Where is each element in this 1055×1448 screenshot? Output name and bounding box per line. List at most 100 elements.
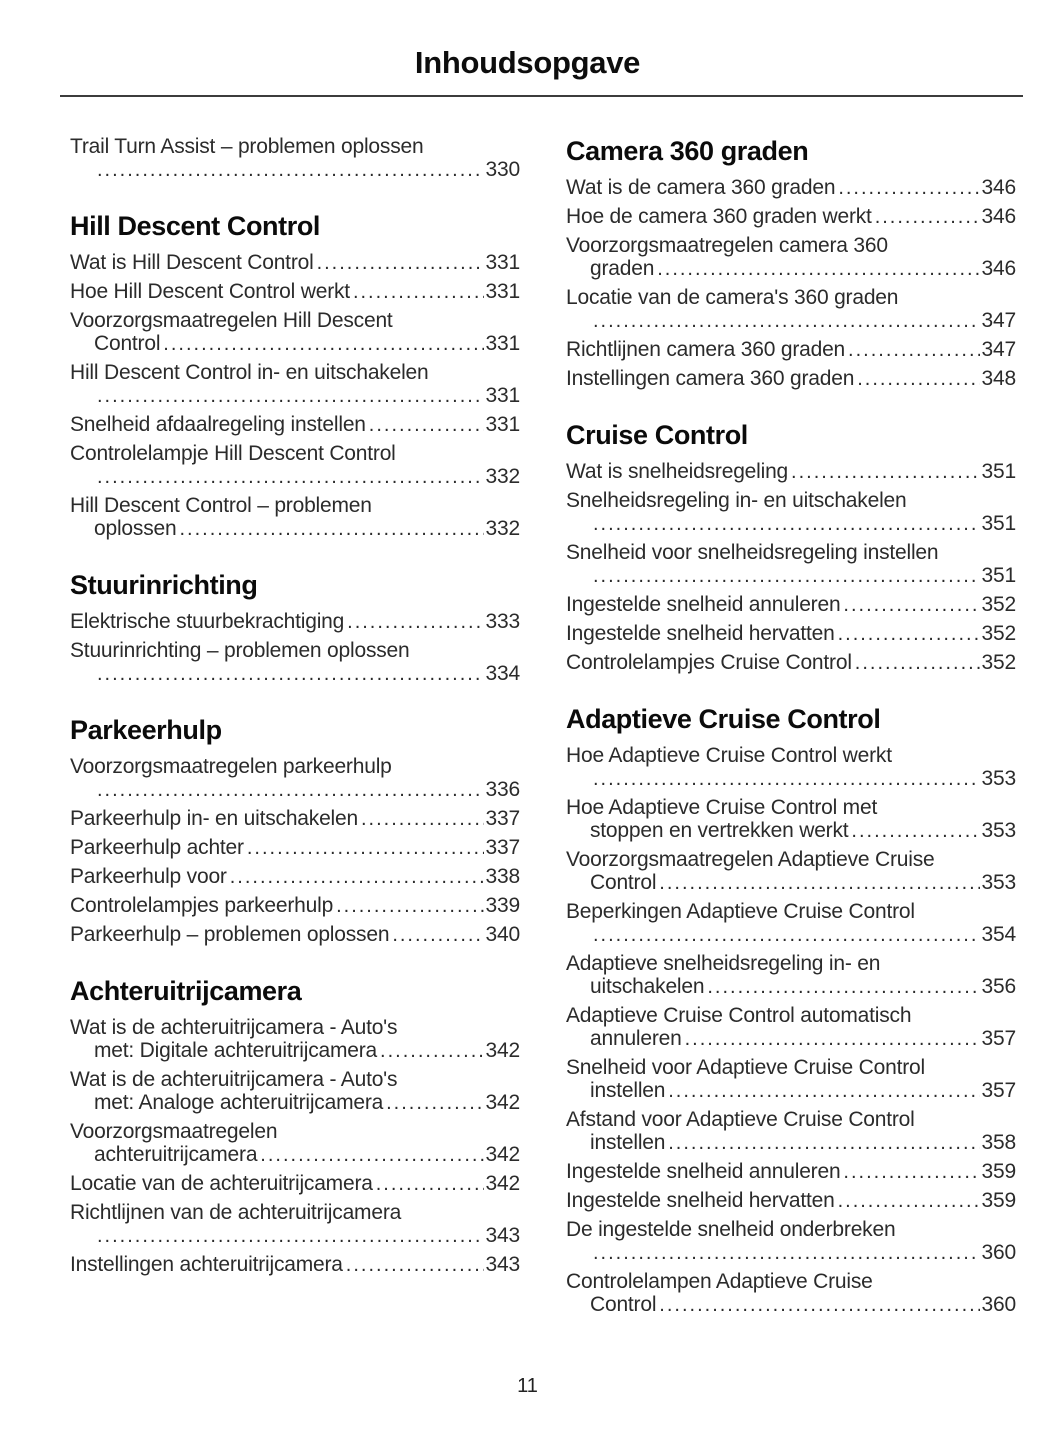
toc-entry: Snelheid afdaalregeling instellen 331 (70, 413, 520, 437)
toc-entry: Hill Descent Control – problemen oplossen… (70, 494, 520, 541)
leader-dots (838, 176, 979, 200)
leader-dots (843, 1160, 979, 1184)
entry-text: Wat is Hill Descent Control (70, 251, 314, 274)
page-number: 11 (517, 1375, 538, 1397)
leader-dots (668, 1079, 979, 1103)
entry-leader-line: annuleren 357 (566, 1027, 1016, 1051)
entry-text: instellen (590, 1131, 666, 1154)
leader-dots (230, 865, 484, 889)
entry-page-number: 353 (981, 767, 1016, 790)
entry-text-line: Hill Descent Control – problemen (70, 494, 520, 517)
entry-page-number: 339 (485, 894, 520, 917)
entry-leader-line: oplossen 332 (70, 517, 520, 541)
leader-dots (179, 517, 483, 541)
entry-text: Hill Descent Control in- en uitschakelen (70, 361, 429, 384)
entry-page-number: 342 (485, 1091, 520, 1114)
leader-dots (97, 778, 484, 802)
entry-text: Wat is snelheidsregeling (566, 460, 789, 483)
entry-text-line: Trail Turn Assist – problemen oplossen (70, 135, 520, 158)
entry-page-number: 336 (485, 778, 520, 801)
entry-leader-line: Locatie van de achteruitrijcamera 342 (70, 1172, 520, 1196)
leader-dots (163, 332, 483, 356)
toc-entry: Hoe de camera 360 graden werkt 346 (566, 205, 1016, 229)
entry-text: stoppen en vertrekken werkt (590, 819, 849, 842)
toc-entry: Controlelampjes parkeerhulp 339 (70, 894, 520, 918)
entry-text: Hoe Adaptieve Cruise Control met (566, 796, 878, 819)
entry-page-number: 351 (981, 512, 1016, 535)
entry-page-number: 331 (485, 332, 520, 355)
entry-leader-line: met: Analoge achteruitrijcamera 342 (70, 1091, 520, 1115)
entry-text: De ingestelde snelheid onderbreken (566, 1218, 896, 1241)
entry-leader-line: Instellingen achteruitrijcamera 343 (70, 1253, 520, 1277)
entry-text: Wat is de camera 360 graden (566, 176, 836, 199)
toc-entry: Parkeerhulp in- en uitschakelen 337 (70, 807, 520, 831)
entry-text: Richtlijnen camera 360 graden (566, 338, 846, 361)
entry-text-line: Voorzorgsmaatregelen parkeerhulp (70, 755, 520, 778)
entry-text: Parkeerhulp achter (70, 836, 244, 859)
toc-section: Stuurinrichting Elektrische stuurbekracht… (70, 569, 520, 686)
entry-text: Voorzorgsmaatregelen (70, 1120, 278, 1143)
entry-text: Snelheid voor Adaptieve Cruise Control (566, 1056, 925, 1079)
leader-dots (347, 610, 483, 634)
leader-dots (659, 1293, 979, 1317)
entry-text-line: Snelheid voor Adaptieve Cruise Control (566, 1056, 1016, 1079)
toc-content: Trail Turn Assist – problemen oplossen 33… (0, 97, 1055, 1322)
entry-page-number: 360 (981, 1293, 1016, 1316)
leader-dots (247, 836, 484, 860)
entry-text: uitschakelen (590, 975, 705, 998)
entry-page-number: 331 (485, 251, 520, 274)
entry-text: Elektrische stuurbekrachtiging (70, 610, 345, 633)
entry-text: Voorzorgsmaatregelen Hill Descent (70, 309, 393, 332)
entry-leader-line: Richtlijnen camera 360 graden 347 (566, 338, 1016, 362)
entry-text: Wat is de achteruitrijcamera - Auto's (70, 1068, 398, 1091)
toc-entry: Hoe Adaptieve Cruise Control werkt 353 (566, 744, 1016, 791)
leader-dots (386, 1091, 483, 1115)
entry-page-number: 351 (981, 564, 1016, 587)
entry-page-number: 352 (981, 651, 1016, 674)
toc-section: Trail Turn Assist – problemen oplossen 33… (70, 135, 520, 182)
entry-leader-line: Parkeerhulp achter 337 (70, 836, 520, 860)
entry-page-number: 346 (981, 205, 1016, 228)
toc-entry: Hoe Hill Descent Control werkt 331 (70, 280, 520, 304)
entry-text: Controlelampen Adaptieve Cruise (566, 1270, 873, 1293)
leader-dots (857, 367, 979, 391)
entry-leader-line: Ingestelde snelheid annuleren 352 (566, 593, 1016, 617)
leader-dots (791, 460, 980, 484)
entry-page-number: 342 (485, 1172, 520, 1195)
leader-dots (593, 1241, 980, 1265)
entry-leader-line: instellen 357 (566, 1079, 1016, 1103)
toc-entry: Richtlijnen van de achteruitrijcamera 343 (70, 1201, 520, 1248)
entry-text-line: Hoe Adaptieve Cruise Control werkt (566, 744, 1016, 767)
entry-leader-line: 354 (566, 923, 1016, 947)
toc-entry: Instellingen camera 360 graden 348 (566, 367, 1016, 391)
toc-section: Hill Descent Control Wat is Hill Descent … (70, 210, 520, 541)
toc-entry: Ingestelde snelheid annuleren 359 (566, 1160, 1016, 1184)
entry-leader-line: graden 346 (566, 257, 1016, 281)
leader-dots (97, 158, 484, 182)
entry-leader-line: Snelheid afdaalregeling instellen 331 (70, 413, 520, 437)
toc-entry: Locatie van de achteruitrijcamera 342 (70, 1172, 520, 1196)
leader-dots (380, 1039, 484, 1063)
entry-leader-line: Wat is Hill Descent Control 331 (70, 251, 520, 275)
entry-page-number: 347 (981, 338, 1016, 361)
toc-entry: Snelheid voor Adaptieve Cruise Control in… (566, 1056, 1016, 1103)
leader-dots (659, 871, 979, 895)
leader-dots (838, 1189, 980, 1213)
toc-section: Parkeerhulp Voorzorgsmaatregelen parkeerh… (70, 714, 520, 947)
entry-text-line: Controlelampen Adaptieve Cruise (566, 1270, 1016, 1293)
leader-dots (593, 923, 980, 947)
toc-entry: Adaptieve Cruise Control automatisch annu… (566, 1004, 1016, 1051)
entry-text-line: Hoe Adaptieve Cruise Control met (566, 796, 1016, 819)
leader-dots (361, 807, 484, 831)
entry-text: Snelheidsregeling in- en uitschakelen (566, 489, 907, 512)
entry-leader-line: achteruitrijcamera 342 (70, 1143, 520, 1167)
leader-dots (707, 975, 979, 999)
entry-text-line: Snelheid voor snelheidsregeling instelle… (566, 541, 1016, 564)
entry-text: Ingestelde snelheid annuleren (566, 593, 841, 616)
toc-entry: De ingestelde snelheid onderbreken 360 (566, 1218, 1016, 1265)
entry-leader-line: 351 (566, 512, 1016, 536)
entry-text: Parkeerhulp in- en uitschakelen (70, 807, 358, 830)
entry-leader-line: Instellingen camera 360 graden 348 (566, 367, 1016, 391)
entry-leader-line: 334 (70, 662, 520, 686)
entry-leader-line: Hoe Hill Descent Control werkt 331 (70, 280, 520, 304)
